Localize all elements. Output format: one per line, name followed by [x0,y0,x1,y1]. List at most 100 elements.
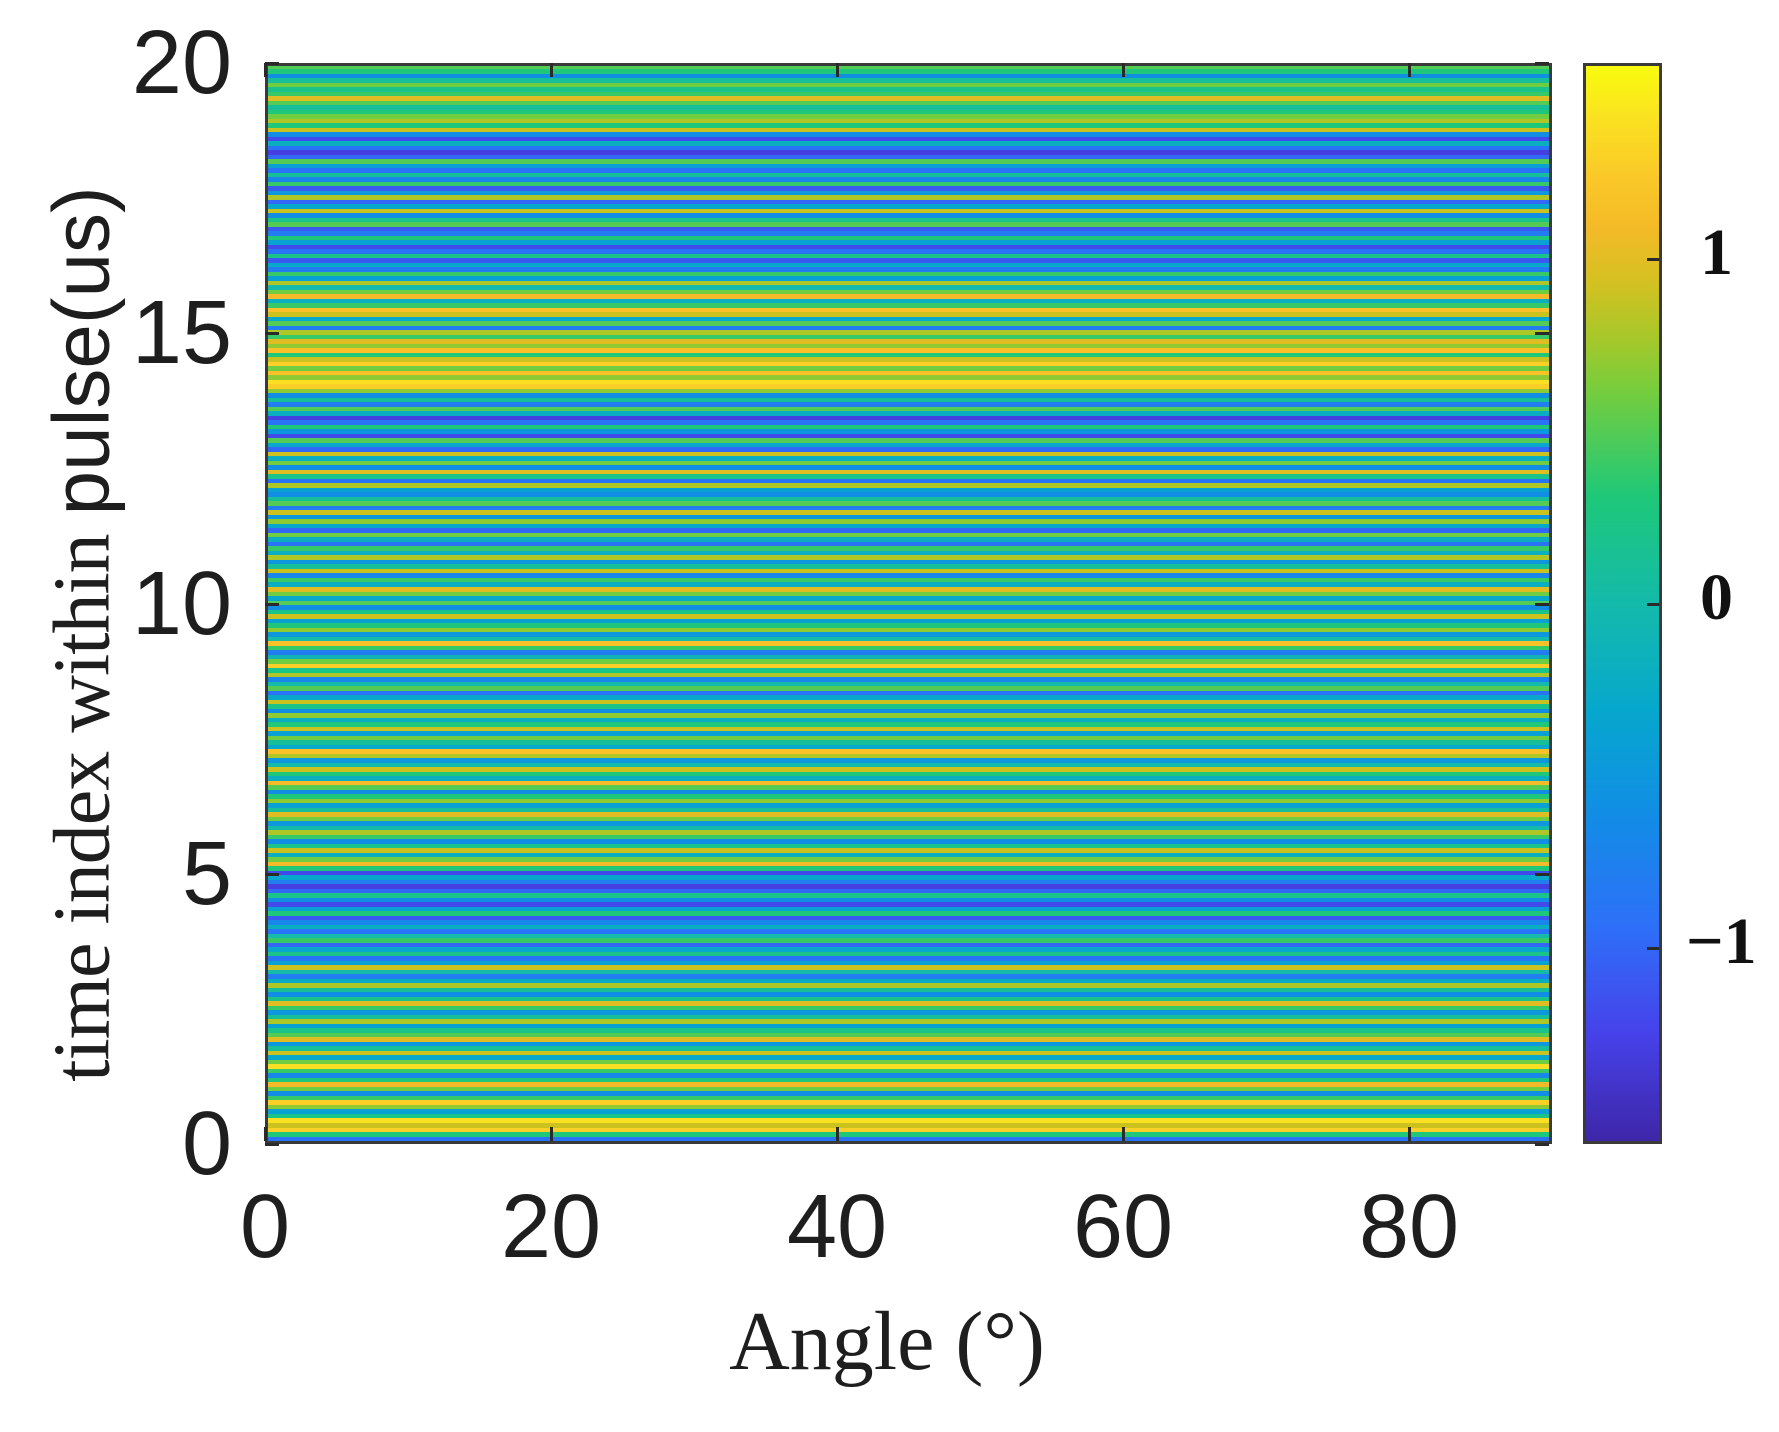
y-tick-label: 15 [131,283,232,384]
heatmap-row [268,559,1549,565]
heatmap-row [268,784,1549,790]
heatmap-row [268,469,1549,475]
heatmap-row [268,608,1549,615]
heatmap-row [268,244,1549,250]
heatmap-row [268,789,1549,795]
heatmap-row [268,230,1549,236]
heatmap-row [268,744,1549,750]
x-tick-mark [1122,63,1125,77]
x-axis-title: Angle (°) [0,1300,1779,1384]
heatmap-row [268,780,1549,786]
heatmap-row [268,703,1549,709]
heatmap-row [268,284,1549,290]
heatmap-row [268,491,1549,497]
heatmap-row [268,874,1549,880]
heatmap-row [268,599,1549,606]
heatmap-row [268,816,1549,822]
heatmap-row [268,554,1549,560]
colorbar-tick-mark [1647,258,1659,262]
x-tick-label: 20 [500,1177,602,1277]
heatmap-row [268,455,1549,461]
heatmap-row [268,253,1549,259]
heatmap-row [268,347,1549,353]
heatmap-row [268,735,1549,741]
heatmap-row [268,460,1549,466]
heatmap-row [268,126,1549,133]
heatmap-row [268,117,1549,124]
heatmap-row [268,820,1549,826]
heatmap-row [268,699,1549,705]
heatmap-row [268,928,1549,934]
y-tick-mark [1535,332,1549,336]
heatmap-row [268,338,1549,344]
heatmap-row [268,442,1549,448]
heatmap-row [268,199,1549,205]
heatmap-row [268,419,1549,425]
heatmap-row [268,352,1549,358]
heatmap-row [268,1027,1549,1033]
colorbar [1583,63,1662,1144]
heatmap-row [268,266,1549,272]
heatmap-row [268,185,1549,191]
heatmap-row [268,924,1549,930]
heatmap-row [268,685,1549,691]
heatmap-row [268,802,1549,808]
heatmap-row [268,370,1549,376]
heatmap-row [268,149,1549,155]
heatmap-row [268,72,1549,79]
heatmap-row [268,1045,1549,1051]
heatmap-row [268,915,1549,921]
heatmap-row [268,325,1549,331]
y-tick-mark [1535,872,1549,876]
heatmap-row [268,361,1549,367]
heatmap-row [268,721,1549,727]
heatmap-row [268,275,1549,281]
heatmap-row [268,523,1549,529]
heatmap-row [268,973,1549,979]
heatmap-row [268,226,1549,232]
heatmap-row [268,870,1549,876]
x-tick-mark [264,1127,267,1141]
heatmap-row [268,172,1549,178]
x-tick-label: 60 [1072,1177,1174,1277]
heatmap-row [268,176,1549,182]
heatmap-row [268,667,1549,673]
heatmap-row [268,982,1549,988]
heatmap-row [268,518,1549,524]
x-tick-label: 40 [786,1177,888,1277]
heatmap-row [268,437,1549,443]
heatmap-row [268,653,1549,660]
heatmap-row [268,640,1549,646]
heatmap-row [268,181,1549,187]
heatmap-row [268,631,1549,637]
heatmap-row [268,1032,1549,1038]
heatmap-row [268,775,1549,781]
heatmap-row [268,951,1549,957]
heatmap-row [268,527,1549,533]
heatmap-row [268,1059,1549,1065]
heatmap-row [268,613,1549,619]
colorbar-tick-mark [1647,946,1659,950]
heatmap-row [268,1095,1549,1101]
heatmap-row [268,415,1549,421]
heatmap-row [268,464,1549,470]
heatmap-row [268,365,1549,371]
heatmap-row [268,960,1549,966]
heatmap-row [268,482,1549,488]
y-tick-mark [265,62,279,65]
heatmap-row [268,1014,1549,1020]
heatmap-row [268,1054,1549,1060]
colorbar-gradient [1586,66,1659,1141]
heatmap-row [268,635,1549,642]
heatmap-row [268,496,1549,502]
heatmap-row [268,135,1549,142]
heatmap-row [268,829,1549,835]
x-axis-title-text: Angle (°) [729,1295,1045,1388]
heatmap-row [268,865,1549,871]
heatmap-row [268,257,1549,263]
heatmap-row [268,766,1549,772]
heatmap-row [268,212,1549,218]
heatmap-row [268,95,1549,101]
heatmap-row [268,478,1549,484]
heatmap-row [268,676,1549,682]
